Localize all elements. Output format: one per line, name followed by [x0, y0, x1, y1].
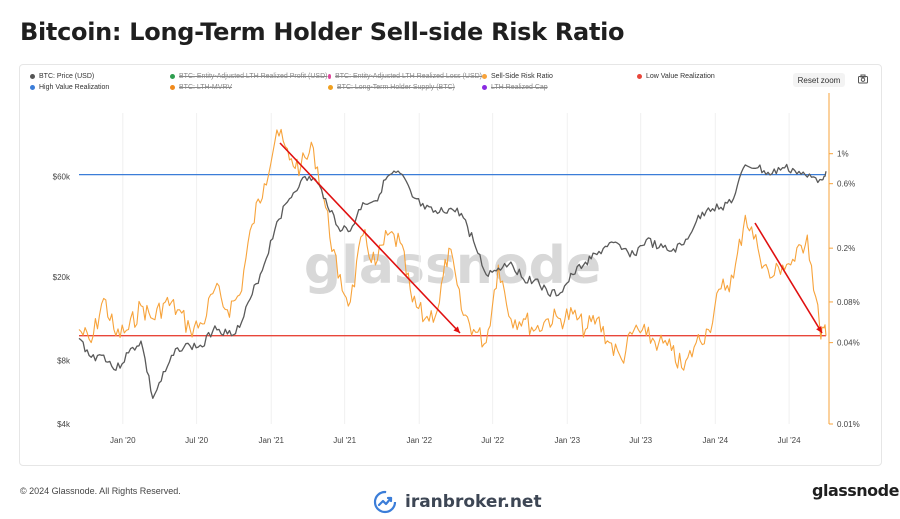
- legend-row-2: High Value Realization BTC: LTH-MVRV BTC…: [30, 82, 790, 93]
- legend-dot-icon: [637, 74, 642, 79]
- legend-dot-icon: [170, 85, 175, 90]
- legend-label: Sell-Side Risk Ratio: [491, 72, 553, 80]
- legend-label: BTC: Entity-Adjusted LTH Realized Profit…: [179, 72, 328, 80]
- x-tick-label: Jul '21: [333, 436, 356, 445]
- x-tick-label: Jan '21: [258, 436, 284, 445]
- x-tick-label: Jul '23: [629, 436, 652, 445]
- y-left-tick-label: $4k: [57, 420, 71, 429]
- trend-arrow-2021-2022-head: [453, 326, 460, 333]
- y-right-tick-label: 0.6%: [837, 180, 855, 189]
- legend-item-lth-mvrv[interactable]: BTC: LTH-MVRV: [170, 82, 328, 93]
- y-left-tick-label: $8k: [57, 357, 71, 366]
- x-tick-label: Jul '20: [185, 436, 208, 445]
- legend-label: BTC: Price (USD): [39, 72, 95, 80]
- legend-item-price[interactable]: BTC: Price (USD): [30, 71, 170, 82]
- trend-arrow-2024-head: [816, 326, 822, 333]
- chart-plot[interactable]: glassnode Jan '20 Jul '20 Jan '21 Jul '21 Jan…: [20, 65, 881, 465]
- y-right-tick-label: 0.04%: [837, 339, 860, 348]
- legend-dot-icon: [170, 74, 175, 79]
- trend-arrow-2021-2022: [279, 142, 461, 334]
- legend-item-ssr[interactable]: Sell-Side Risk Ratio: [482, 71, 637, 82]
- y-right-tick-label: 0.01%: [837, 420, 860, 429]
- x-tick-label: Jul '24: [778, 436, 801, 445]
- copyright-text: © 2024 Glassnode. All Rights Reserved.: [20, 486, 181, 496]
- x-tick-label: Jan '23: [554, 436, 580, 445]
- sell-side-risk-ratio-line: [78, 128, 827, 371]
- legend-dot-icon: [482, 85, 487, 90]
- legend-dot-icon: [328, 74, 332, 79]
- y-left-tick-label: $60k: [53, 172, 71, 181]
- legend-label: BTC: Long-Term Holder Supply (BTC): [337, 83, 455, 91]
- site-name: iranbroker.net: [405, 492, 542, 512]
- reset-zoom-button[interactable]: Reset zoom: [793, 73, 845, 87]
- legend-dot-icon: [30, 85, 35, 90]
- iranbroker-logo-icon: [373, 490, 397, 514]
- legend-dot-icon: [482, 74, 487, 79]
- legend-item-lth-loss[interactable]: BTC: Entity-Adjusted LTH Realized Loss (…: [328, 71, 482, 82]
- legend-row-1: BTC: Price (USD) BTC: Entity-Adjusted LT…: [30, 71, 790, 82]
- watermark-text: glassnode: [304, 236, 601, 296]
- page-title: Bitcoin: Long-Term Holder Sell-side Risk…: [20, 18, 625, 46]
- legend-item-lth-profit[interactable]: BTC: Entity-Adjusted LTH Realized Profit…: [170, 71, 328, 82]
- x-tick-label: Jan '24: [703, 436, 729, 445]
- x-tick-label: Jan '20: [110, 436, 136, 445]
- legend-dot-icon: [30, 74, 35, 79]
- legend-item-lth-supply[interactable]: BTC: Long-Term Holder Supply (BTC): [328, 82, 482, 93]
- y-right-tick-label: 1%: [837, 150, 849, 159]
- legend-item-lth-realized-cap[interactable]: LTH Realized Cap: [482, 82, 637, 93]
- y-right-tick-label: 0.2%: [837, 244, 855, 253]
- legend-item-low-value[interactable]: Low Value Realization: [637, 71, 767, 82]
- brand-logo: glassnode: [812, 481, 899, 500]
- trend-arrow-2024: [754, 222, 823, 334]
- legend-label: LTH Realized Cap: [491, 83, 548, 91]
- camera-icon[interactable]: [858, 74, 868, 84]
- y-right-tick-label: 0.08%: [837, 298, 860, 307]
- legend-label: Low Value Realization: [646, 72, 715, 80]
- site-mark: iranbroker.net: [373, 490, 542, 514]
- legend-label: High Value Realization: [39, 83, 110, 91]
- legend-item-high-value[interactable]: High Value Realization: [30, 82, 170, 93]
- legend-dot-icon: [328, 85, 333, 90]
- legend-label: BTC: LTH-MVRV: [179, 83, 233, 91]
- x-tick-label: Jul '22: [481, 436, 504, 445]
- x-tick-label: Jan '22: [406, 436, 432, 445]
- legend: BTC: Price (USD) BTC: Entity-Adjusted LT…: [30, 71, 790, 93]
- chart-card: BTC: Price (USD) BTC: Entity-Adjusted LT…: [19, 64, 882, 466]
- btc-price-line: [78, 163, 827, 399]
- y-left-tick-label: $20k: [53, 273, 71, 282]
- legend-label: BTC: Entity-Adjusted LTH Realized Loss (…: [335, 72, 482, 80]
